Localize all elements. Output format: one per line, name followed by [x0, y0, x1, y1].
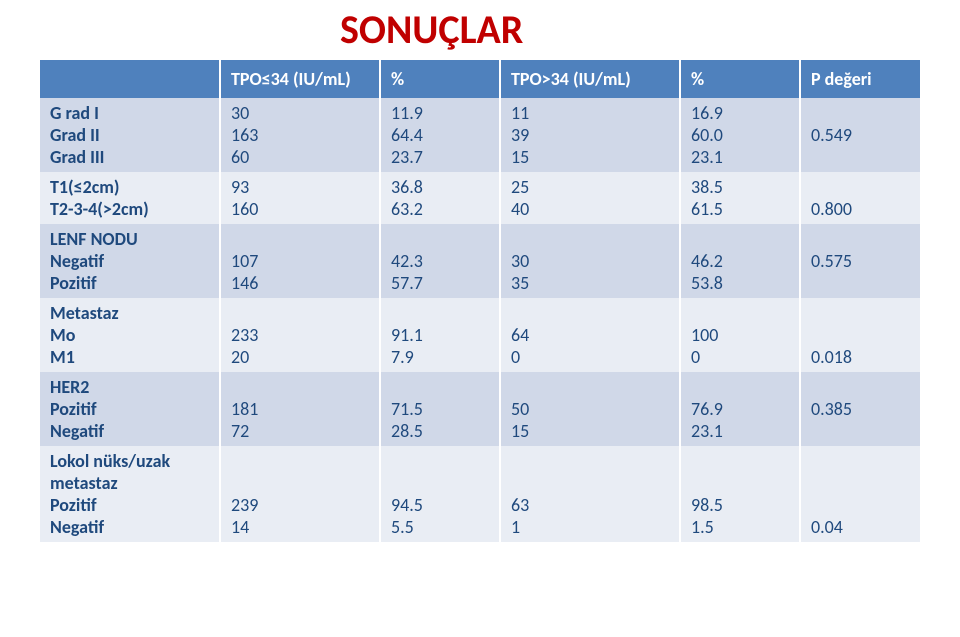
- data-cell: 11 39 15: [500, 98, 680, 172]
- data-cell: 0.549: [800, 98, 920, 172]
- data-cell: 107 146: [220, 224, 380, 298]
- data-cell: 94.5 5.5: [380, 446, 500, 542]
- data-cell: 30 163 60: [220, 98, 380, 172]
- col-header: %: [680, 60, 800, 98]
- col-header: TPO≤34 (IU/mL): [220, 60, 380, 98]
- table-row: HER2 Pozitif Negatif 181 72 71.5 28.5 50…: [40, 372, 920, 446]
- data-cell: 16.9 60.0 23.1: [680, 98, 800, 172]
- data-cell: 0.800: [800, 172, 920, 224]
- data-cell: 64 0: [500, 298, 680, 372]
- slide-title: SONUÇLAR: [340, 5, 523, 54]
- table-row: LENF NODU Negatif Pozitif 107 146 42.3 5…: [40, 224, 920, 298]
- data-cell: 91.1 7.9: [380, 298, 500, 372]
- data-cell: 11.9 64.4 23.7: [380, 98, 500, 172]
- table-header-row: TPO≤34 (IU/mL) % TPO>34 (IU/mL) % P değe…: [40, 60, 920, 98]
- table-row: Lokol nüks/uzak metastaz Pozitif Negatif…: [40, 446, 920, 542]
- data-cell: 38.5 61.5: [680, 172, 800, 224]
- col-header: [40, 60, 220, 98]
- col-header: TPO>34 (IU/mL): [500, 60, 680, 98]
- row-label-cell: HER2 Pozitif Negatif: [40, 372, 220, 446]
- data-cell: 233 20: [220, 298, 380, 372]
- data-cell: 36.8 63.2: [380, 172, 500, 224]
- data-cell: 0.575: [800, 224, 920, 298]
- data-cell: 46.2 53.8: [680, 224, 800, 298]
- data-cell: 100 0: [680, 298, 800, 372]
- data-cell: 98.5 1.5: [680, 446, 800, 542]
- data-cell: 42.3 57.7: [380, 224, 500, 298]
- data-cell: 63 1: [500, 446, 680, 542]
- table-row: T1(≤2cm) T2-3-4(>2cm)93 16036.8 63.225 4…: [40, 172, 920, 224]
- row-label-cell: Metastaz Mo M1: [40, 298, 220, 372]
- results-table: TPO≤34 (IU/mL) % TPO>34 (IU/mL) % P değe…: [40, 60, 920, 542]
- data-cell: 0.04: [800, 446, 920, 542]
- data-cell: 0.018: [800, 298, 920, 372]
- table-row: G rad I Grad II Grad III30 163 6011.9 64…: [40, 98, 920, 172]
- data-cell: 181 72: [220, 372, 380, 446]
- data-cell: 239 14: [220, 446, 380, 542]
- row-label-cell: Lokol nüks/uzak metastaz Pozitif Negatif: [40, 446, 220, 542]
- data-cell: 76.9 23.1: [680, 372, 800, 446]
- data-cell: 93 160: [220, 172, 380, 224]
- data-cell: 25 40: [500, 172, 680, 224]
- row-label-cell: G rad I Grad II Grad III: [40, 98, 220, 172]
- data-cell: 71.5 28.5: [380, 372, 500, 446]
- col-header: %: [380, 60, 500, 98]
- row-label-cell: LENF NODU Negatif Pozitif: [40, 224, 220, 298]
- col-header: P değeri: [800, 60, 920, 98]
- data-cell: 50 15: [500, 372, 680, 446]
- data-cell: 30 35: [500, 224, 680, 298]
- data-cell: 0.385: [800, 372, 920, 446]
- table-row: Metastaz Mo M1 233 20 91.1 7.9 64 0 100 …: [40, 298, 920, 372]
- row-label-cell: T1(≤2cm) T2-3-4(>2cm): [40, 172, 220, 224]
